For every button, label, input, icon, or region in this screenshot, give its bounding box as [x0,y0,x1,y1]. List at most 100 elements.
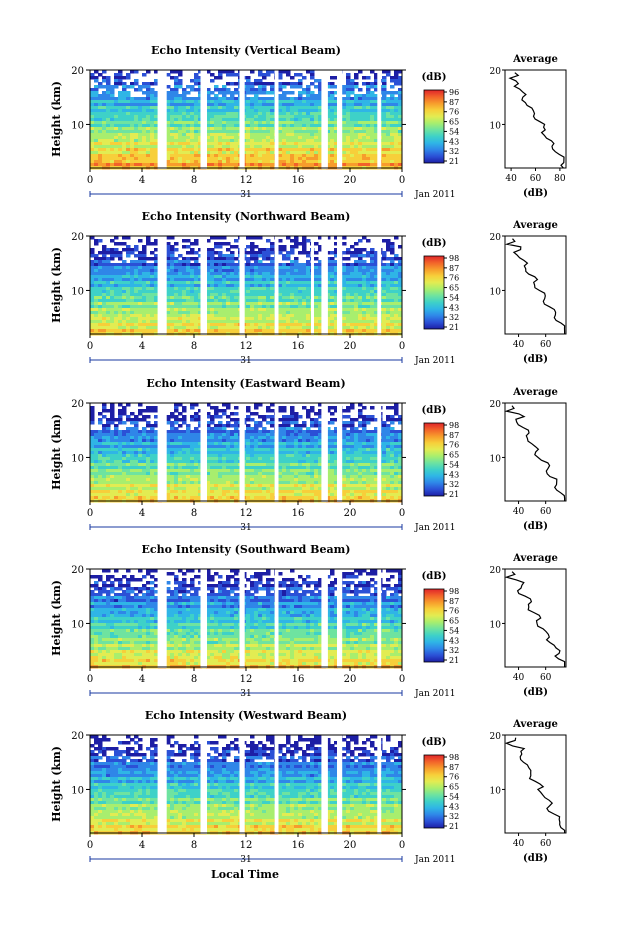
colorbar-tick-label: 76 [449,773,459,782]
x-tick-label: 8 [191,674,197,685]
avg-y-tick-label: 20 [490,67,502,77]
x-tick-label: 4 [139,508,145,519]
data-gap [157,568,167,668]
data-gap [337,235,343,335]
average-profile-line [504,405,566,501]
heatmap-field [90,403,403,503]
y-axis-label: Height (km) [50,81,63,157]
average-frame [504,568,567,668]
y-axis-label: Height (km) [50,580,63,656]
average-profile-line [508,72,565,169]
colorbar-tick-label: 76 [449,274,459,283]
y-tick-label: 10 [71,120,84,131]
y-tick-label: 10 [71,453,84,464]
colorbar-tick-label: 76 [449,441,459,450]
y-tick-label: 10 [71,785,84,796]
data-gap [274,69,279,169]
date-label: Jan 2011 [414,356,456,366]
colorbar-unit: (dB) [422,238,447,249]
heatmap-field [90,569,403,669]
x-axis-label: Local Time [211,868,279,881]
colorbar-tick-label: 65 [449,783,459,792]
panel-title: Echo Intensity (Westward Beam) [145,709,347,722]
colorbar-unit: (dB) [422,405,447,416]
x-tick-label: 0 [87,840,93,851]
data-gap [311,235,314,335]
avg-y-tick-label: 10 [490,287,502,297]
date-label: Jan 2011 [414,855,456,865]
avg-x-label: (dB) [523,521,548,532]
colorbar [423,588,445,663]
average-title: Average [512,719,558,730]
data-gap [321,69,328,169]
x-tick-label: 16 [292,508,305,519]
panel-title: Echo Intensity (Northward Beam) [142,210,351,223]
colorbar-tick-label: 43 [449,802,459,811]
x-tick-label: 0 [399,674,405,685]
data-gap [337,402,343,502]
colorbar-tick-label: 54 [449,460,459,469]
x-tick-label: 4 [139,840,145,851]
avg-y-tick-label: 10 [490,620,502,630]
colorbar-tick-label: 54 [449,792,459,801]
panel-3: Echo Intensity (Eastward Beam) 10 20 Height… [50,377,567,533]
data-gap [200,69,207,169]
colorbar-tick-label: 98 [449,753,459,762]
x-tick-label: 16 [292,674,305,685]
x-tick-label: 0 [87,341,93,352]
avg-y-tick-label: 20 [490,566,502,576]
colorbar-tick-label: 54 [449,626,459,635]
colorbar [423,754,445,829]
data-gap [157,69,167,169]
day-label: 31 [240,523,251,533]
data-gap [274,402,279,502]
colorbar-tick-label: 32 [449,480,459,489]
average-title: Average [512,553,558,564]
data-gap [239,69,245,169]
panel-title: Echo Intensity (Southward Beam) [142,543,351,556]
panel-4: Echo Intensity (Southward Beam) 10 20 Heigh… [50,543,567,699]
x-tick-label: 20 [344,175,357,186]
y-axis-label: Height (km) [50,746,63,822]
x-tick-label: 8 [191,840,197,851]
colorbar-tick-label: 54 [449,293,459,302]
data-gap [377,734,382,834]
y-tick-label: 20 [71,731,84,742]
x-tick-label: 16 [292,175,305,186]
colorbar-tick-label: 65 [449,451,459,460]
data-gap [239,568,245,668]
colorbar-tick-label: 21 [449,157,459,166]
colorbar-tick-label: 98 [449,254,459,263]
y-tick-label: 10 [71,286,84,297]
colorbar-tick-label: 32 [449,812,459,821]
data-gap [239,235,245,335]
y-tick-label: 20 [71,66,84,77]
panel-title: Echo Intensity (Eastward Beam) [146,377,345,390]
colorbar-tick-label: 98 [449,587,459,596]
avg-y-tick-label: 10 [490,786,502,796]
colorbar-tick-label: 76 [449,108,459,117]
colorbar-tick-label: 87 [449,763,459,772]
data-gap [377,235,382,335]
panel-title: Echo Intensity (Vertical Beam) [151,44,341,57]
colorbar-unit: (dB) [422,72,447,83]
x-tick-label: 0 [399,175,405,186]
date-label: Jan 2011 [414,523,456,533]
x-tick-label: 4 [139,341,145,352]
colorbar-tick-label: 43 [449,137,459,146]
avg-y-tick-label: 20 [490,732,502,742]
colorbar-tick-label: 43 [449,470,459,479]
data-gap [337,734,343,834]
avg-x-tick-label: 40 [505,174,517,184]
x-tick-label: 8 [191,341,197,352]
colorbar [423,255,445,330]
data-gap [274,568,279,668]
x-tick-label: 8 [191,175,197,186]
colorbar-tick-label: 96 [449,88,459,97]
average-profile-line [504,737,566,833]
data-gap [337,69,343,169]
data-gap [200,734,207,834]
colorbar-tick-label: 87 [449,98,459,107]
x-tick-label: 12 [240,674,253,685]
colorbar [423,422,445,497]
